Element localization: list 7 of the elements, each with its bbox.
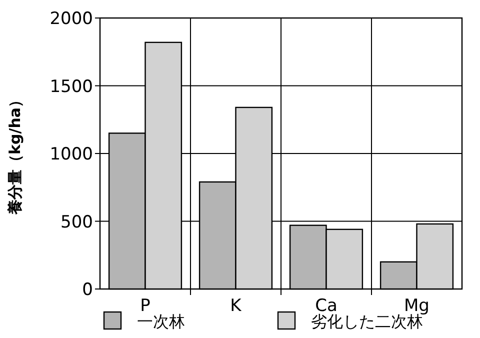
y-axis-title: 養分量（kg/ha） [6,92,24,216]
y-tick-label: 0 [82,280,93,300]
x-tick-label: K [230,296,242,316]
y-tick-label: 500 [60,212,93,232]
y-tick-label: 2000 [50,9,93,29]
y-tick-label: 1000 [50,144,93,164]
y-tick-label: 1500 [50,76,93,97]
